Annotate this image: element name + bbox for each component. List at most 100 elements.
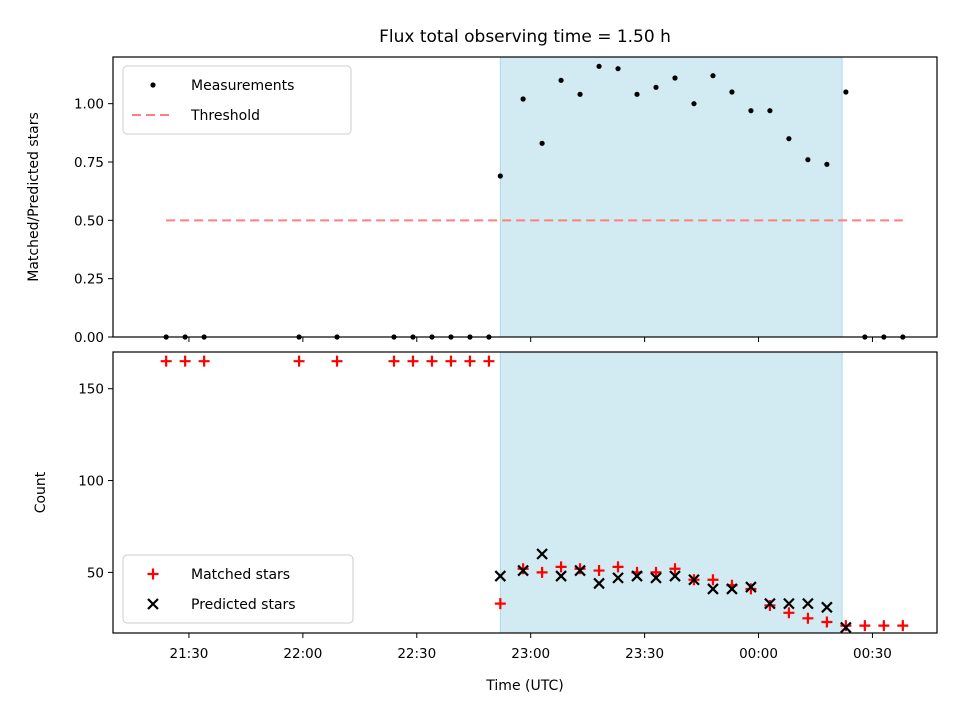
predicted-marker	[840, 621, 852, 634]
predicted-marker	[783, 597, 795, 610]
matched-marker	[574, 563, 586, 575]
predicted-marker	[688, 573, 700, 586]
plot-frame	[112, 56, 938, 338]
y-tick-label: 1.00	[74, 97, 104, 113]
observing-window	[499, 56, 843, 338]
top-panel: 0.00 0.25 0.50 0.75 1.00 Matched/Predicted st…	[26, 56, 938, 346]
matched-marker	[650, 566, 662, 578]
matched-marker	[878, 620, 890, 632]
matched-marker	[494, 598, 506, 610]
legend: Measurements Threshold	[122, 65, 352, 135]
legend-swatch	[147, 598, 159, 610]
predicted-marker	[764, 597, 776, 610]
legend-label: Measurements	[191, 78, 294, 94]
legend-label: Predicted stars	[191, 597, 296, 613]
predicted-marker	[517, 564, 529, 577]
matched-marker	[669, 563, 681, 575]
x-axis-label: Time (UTC)	[485, 678, 563, 694]
observing-window	[499, 351, 843, 634]
predicted-marker	[574, 564, 586, 577]
measurement-point	[691, 101, 697, 107]
matched-marker	[293, 355, 305, 367]
x-tick-label: 22:30	[397, 646, 436, 662]
measurement-point	[558, 77, 564, 83]
legend-label: Threshold	[190, 108, 260, 124]
legend: Matched stars Predicted stars	[122, 554, 354, 624]
predicted-marker	[612, 572, 624, 584]
predicted-marker	[726, 583, 738, 595]
x-tick-label: 23:00	[511, 646, 550, 662]
predicted-marker	[650, 572, 662, 584]
legend-box	[122, 65, 352, 135]
measurement-point	[786, 136, 792, 142]
measurement-point	[497, 173, 503, 179]
measurement-point	[805, 157, 811, 163]
y-tick-label: 100	[78, 474, 104, 490]
matched-marker	[198, 355, 210, 367]
measurement-point	[843, 89, 849, 95]
matched-marker	[464, 355, 476, 367]
matched-marker	[536, 566, 548, 578]
measurement-point	[539, 140, 545, 146]
y-tick-label: 150	[78, 382, 104, 398]
measurement-point	[672, 75, 678, 81]
y-tick-label: 0.75	[74, 155, 104, 171]
matched-marker	[331, 355, 343, 367]
predicted-marker	[631, 570, 643, 582]
matched-marker	[783, 607, 795, 619]
x-tick-label: 21:30	[169, 646, 208, 662]
predicted-marker	[536, 548, 548, 560]
matched-marker	[407, 355, 419, 367]
measurement-point	[729, 89, 735, 95]
x-tick-label: 23:30	[625, 646, 664, 662]
matched-marker	[802, 612, 814, 624]
predicted-marker	[802, 597, 814, 610]
matched-marker	[388, 355, 400, 367]
chart-title: Flux total observing time = 1.50 h	[379, 27, 671, 47]
y-tick-label: 0.00	[74, 330, 104, 346]
predicted-marker	[593, 577, 605, 590]
predicted-marker	[821, 601, 833, 614]
measurement-point	[577, 91, 583, 97]
plot-frame	[112, 351, 938, 634]
matched-marker	[160, 355, 172, 367]
matched-marker	[179, 355, 191, 367]
predicted-marker	[669, 570, 681, 582]
legend-swatch	[147, 568, 159, 580]
matched-marker	[764, 599, 776, 611]
matched-marker	[840, 620, 852, 632]
measurement-point	[710, 73, 716, 79]
matched-marker	[707, 574, 719, 586]
legend-label: Matched stars	[191, 567, 290, 583]
y-tick-label: 50	[87, 565, 104, 581]
matched-marker	[859, 620, 871, 632]
predicted-marker	[494, 570, 507, 582]
y-tick-label: 0.50	[74, 213, 104, 229]
measurement-point	[748, 108, 754, 114]
measurement-point	[520, 96, 526, 102]
x-tick-label: 00:00	[739, 646, 778, 662]
matched-marker	[483, 355, 495, 367]
measurement-point	[824, 161, 830, 167]
matched-marker	[593, 565, 605, 577]
measurement-point	[634, 91, 640, 97]
legend-swatch	[150, 82, 156, 88]
matched-marker	[897, 620, 909, 632]
x-tick-label: 00:30	[853, 646, 892, 662]
y-axis-label: Count	[33, 471, 49, 513]
measurement-point	[615, 66, 621, 72]
bottom-panel: 50 100 150 21:30 22:00 22:30 23:00 23:30 00:00 00…	[33, 351, 938, 662]
matched-marker	[612, 561, 624, 573]
legend-box	[122, 554, 354, 624]
measurement-point	[596, 63, 602, 69]
measurement-point	[653, 84, 659, 90]
series-predicted-stars	[494, 548, 852, 634]
x-tick-label: 22:00	[283, 646, 322, 662]
matched-marker	[745, 583, 757, 595]
y-axis-label: Matched/Predicted stars	[26, 112, 42, 282]
matched-marker	[426, 355, 438, 367]
predicted-marker	[745, 581, 757, 593]
predicted-marker	[707, 583, 719, 595]
matched-marker	[821, 616, 833, 628]
matched-marker	[445, 355, 457, 367]
